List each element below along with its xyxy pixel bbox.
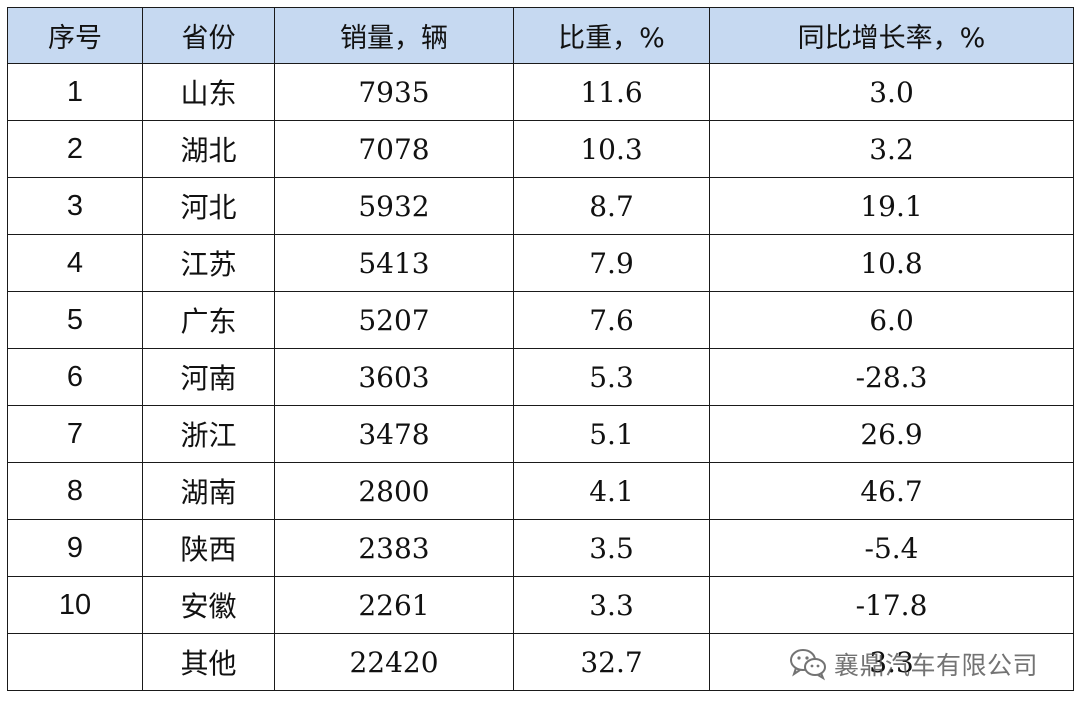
cell-share: 7.6 [513, 291, 710, 349]
table-row: 4 江苏 5413 7.9 10.8 [7, 234, 1074, 292]
sales-table: 序号 省份 销量，辆 比重，% 同比增长率，% 1 山东 7935 11.6 3… [7, 7, 1074, 691]
table-body: 1 山东 7935 11.6 3.0 2 湖北 7078 10.3 3.2 3 … [7, 63, 1074, 691]
table-row: 8 湖南 2800 4.1 46.7 [7, 462, 1074, 520]
cell-province: 河北 [142, 177, 275, 235]
cell-growth: -28.3 [709, 348, 1074, 406]
cell-index: 10 [7, 576, 143, 634]
cell-sales: 7078 [274, 120, 514, 178]
cell-province: 湖北 [142, 120, 275, 178]
cell-growth: 26.9 [709, 405, 1074, 463]
cell-province: 其他 [142, 633, 275, 691]
cell-province: 安徽 [142, 576, 275, 634]
table-row: 9 陕西 2383 3.5 -5.4 [7, 519, 1074, 577]
cell-province: 浙江 [142, 405, 275, 463]
watermark-text: 襄鼎汽车有限公司 [834, 651, 1039, 680]
header-index: 序号 [7, 7, 143, 64]
cell-province: 湖南 [142, 462, 275, 520]
cell-share: 32.7 [513, 633, 710, 691]
table-row: 5 广东 5207 7.6 6.0 [7, 291, 1074, 349]
table-row: 1 山东 7935 11.6 3.0 [7, 63, 1074, 121]
table-row: 2 湖北 7078 10.3 3.2 [7, 120, 1074, 178]
cell-growth: 46.7 [709, 462, 1074, 520]
cell-province: 山东 [142, 63, 275, 121]
header-province: 省份 [142, 7, 275, 64]
cell-sales: 2383 [274, 519, 514, 577]
watermark: 襄鼎汽车有限公司 [788, 646, 1038, 682]
header-sales: 销量，辆 [274, 7, 514, 64]
cell-sales: 3603 [274, 348, 514, 406]
cell-province: 河南 [142, 348, 275, 406]
table-row: 6 河南 3603 5.3 -28.3 [7, 348, 1074, 406]
table-row: 其他 22420 32.7 3.3 [7, 633, 1074, 691]
table-row: 7 浙江 3478 5.1 26.9 [7, 405, 1074, 463]
cell-index: 4 [7, 234, 143, 292]
cell-sales: 2800 [274, 462, 514, 520]
cell-growth: 3.3 襄鼎汽车有限公司 [709, 633, 1074, 691]
cell-share: 8.7 [513, 177, 710, 235]
header-row: 序号 省份 销量，辆 比重，% 同比增长率，% [7, 7, 1074, 64]
cell-sales: 5932 [274, 177, 514, 235]
wechat-icon [790, 649, 826, 681]
cell-province: 广东 [142, 291, 275, 349]
cell-sales: 7935 [274, 63, 514, 121]
cell-index: 3 [7, 177, 143, 235]
cell-index: 1 [7, 63, 143, 121]
cell-growth-value: 3.3 [869, 645, 914, 679]
cell-growth: -17.8 [709, 576, 1074, 634]
cell-sales: 2261 [274, 576, 514, 634]
table-row: 3 河北 5932 8.7 19.1 [7, 177, 1074, 235]
cell-growth: 3.0 [709, 63, 1074, 121]
cell-index: 2 [7, 120, 143, 178]
cell-sales: 22420 [274, 633, 514, 691]
header-growth: 同比增长率，% [709, 7, 1074, 64]
cell-share: 3.5 [513, 519, 710, 577]
header-share: 比重，% [513, 7, 710, 64]
cell-sales: 3478 [274, 405, 514, 463]
table-header: 序号 省份 销量，辆 比重，% 同比增长率，% [7, 7, 1074, 64]
cell-sales: 5413 [274, 234, 514, 292]
cell-index: 7 [7, 405, 143, 463]
cell-growth: 10.8 [709, 234, 1074, 292]
cell-index: 9 [7, 519, 143, 577]
cell-index: 5 [7, 291, 143, 349]
cell-share: 11.6 [513, 63, 710, 121]
cell-growth: 6.0 [709, 291, 1074, 349]
cell-sales: 5207 [274, 291, 514, 349]
cell-growth: 3.2 [709, 120, 1074, 178]
cell-growth: -5.4 [709, 519, 1074, 577]
cell-index [7, 633, 143, 691]
cell-share: 5.1 [513, 405, 710, 463]
cell-share: 5.3 [513, 348, 710, 406]
cell-share: 7.9 [513, 234, 710, 292]
cell-province: 江苏 [142, 234, 275, 292]
cell-province: 陕西 [142, 519, 275, 577]
cell-share: 10.3 [513, 120, 710, 178]
table-row: 10 安徽 2261 3.3 -17.8 [7, 576, 1074, 634]
cell-share: 4.1 [513, 462, 710, 520]
cell-growth: 19.1 [709, 177, 1074, 235]
cell-share: 3.3 [513, 576, 710, 634]
cell-index: 6 [7, 348, 143, 406]
cell-index: 8 [7, 462, 143, 520]
